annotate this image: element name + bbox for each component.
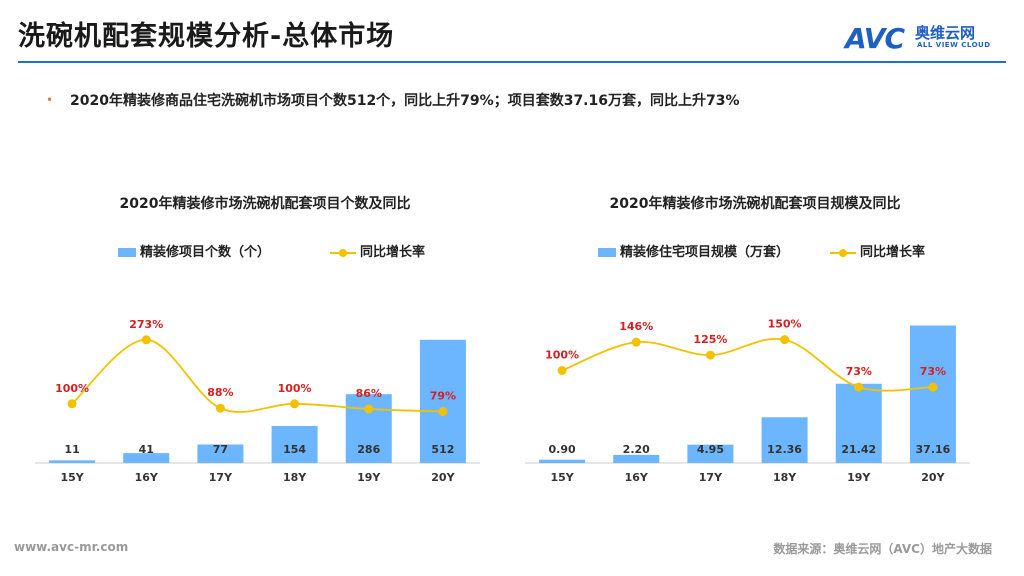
x-tick-label: 19Y xyxy=(357,471,381,484)
legend-bar-swatch xyxy=(598,248,616,257)
bar xyxy=(419,339,466,463)
logo-cn-text: 奥维云网 xyxy=(915,24,976,42)
growth-label: 150% xyxy=(768,318,802,331)
growth-point xyxy=(67,399,77,409)
legend-bar: 精装修项目个数（个） xyxy=(118,241,270,260)
title-divider xyxy=(18,61,1006,63)
bar-value-label: 77 xyxy=(213,443,228,456)
bar-value-label: 41 xyxy=(139,443,154,456)
growth-label: 125% xyxy=(693,333,727,346)
bar-value-label: 286 xyxy=(357,443,380,456)
bar-value-label: 37.16 xyxy=(916,443,951,456)
bar-value-label: 512 xyxy=(431,443,454,456)
chart-title: 2020年精装修市场洗碗机配套项目规模及同比 xyxy=(609,196,901,212)
bullet-icon: • xyxy=(46,93,54,107)
chart-project-scale: 2020年精装修市场洗碗机配套项目规模及同比 精装修住宅项目规模（万套） 同比增… xyxy=(520,185,990,495)
growth-label: 100% xyxy=(545,349,579,362)
growth-line xyxy=(561,337,933,392)
growth-point xyxy=(780,335,790,345)
growth-point xyxy=(290,399,300,409)
bar-value-label: 11 xyxy=(64,443,79,456)
bar xyxy=(539,459,586,463)
bar xyxy=(197,444,244,463)
growth-point xyxy=(705,350,715,360)
legend-line-swatch xyxy=(830,248,856,258)
growth-point xyxy=(215,403,225,413)
growth-label: 73% xyxy=(920,365,946,378)
chart-title: 2020年精装修市场洗碗机配套项目个数及同比 xyxy=(119,196,411,212)
legend-bar-label: 精装修住宅项目规模（万套） xyxy=(620,245,790,260)
x-tick-label: 20Y xyxy=(431,471,455,484)
footer-source: 数据来源：奥维云网（AVC）地产大数据 xyxy=(773,542,992,556)
x-tick-label: 16Y xyxy=(625,471,649,484)
page-title: 洗碗机配套规模分析-总体市场 xyxy=(18,21,395,52)
x-tick-label: 20Y xyxy=(921,471,945,484)
legend-bar-swatch xyxy=(118,248,136,257)
bar xyxy=(613,454,660,463)
growth-label: 86% xyxy=(356,387,382,400)
summary-text: 2020年精装修商品住宅洗碗机市场项目个数512个，同比上升79%；项目套数37… xyxy=(70,93,740,109)
growth-label: 88% xyxy=(207,386,233,399)
x-tick-label: 19Y xyxy=(847,471,871,484)
x-tick-label: 18Y xyxy=(773,471,797,484)
bar xyxy=(271,425,318,463)
bar-value-label: 12.36 xyxy=(767,443,802,456)
growth-label: 146% xyxy=(619,320,653,333)
logo-en-text: ALL VIEW CLOUD xyxy=(917,41,991,49)
bar xyxy=(123,453,170,463)
legend-line-swatch xyxy=(330,248,356,258)
x-tick-label: 17Y xyxy=(209,471,233,484)
bar-value-label: 4.95 xyxy=(697,443,724,456)
legend-line: 同比增长率 xyxy=(830,241,925,260)
bar xyxy=(49,460,96,463)
x-tick-label: 18Y xyxy=(283,471,307,484)
bar-value-label: 21.42 xyxy=(841,443,876,456)
legend-line: 同比增长率 xyxy=(330,241,425,260)
growth-point xyxy=(141,335,151,345)
growth-point xyxy=(557,366,567,375)
bar xyxy=(761,417,808,463)
avc-logo: AVC 奥维云网 ALL VIEW CLOUD xyxy=(845,22,1005,55)
growth-label: 100% xyxy=(55,382,89,395)
chart-plot: 11 15Y 41 16Y 77 17Y 154 18Y 286 19Y 512 20Y 100% 273… xyxy=(35,318,480,484)
growth-point xyxy=(631,337,641,347)
legend-line-label: 同比增长率 xyxy=(860,245,926,260)
growth-point xyxy=(854,382,864,392)
growth-label: 273% xyxy=(129,318,163,331)
chart-plot: 0.90 15Y 2.20 16Y 4.95 17Y 12.36 18Y 21.42 19Y 37.… xyxy=(525,318,970,484)
growth-label: 73% xyxy=(846,365,872,378)
bar xyxy=(835,383,882,463)
x-tick-label: 17Y xyxy=(699,471,723,484)
growth-point xyxy=(364,404,374,414)
growth-label: 79% xyxy=(430,390,456,403)
chart-project-count: 2020年精装修市场洗碗机配套项目个数及同比 精装修项目个数（个） 同比增长率 … xyxy=(30,185,500,495)
bar-value-label: 2.20 xyxy=(623,443,650,456)
x-tick-label: 15Y xyxy=(550,471,574,484)
bar-value-label: 154 xyxy=(283,443,306,456)
logo-mark: AVC xyxy=(845,22,905,55)
growth-point xyxy=(438,407,448,417)
bar-value-label: 0.90 xyxy=(549,443,576,456)
legend-bar-label: 精装修项目个数（个） xyxy=(140,245,271,260)
growth-point xyxy=(928,382,938,392)
bar xyxy=(909,325,956,463)
bar xyxy=(687,444,734,463)
footer-website: www.avc-mr.com xyxy=(14,540,129,554)
legend-line-label: 同比增长率 xyxy=(360,245,426,260)
x-tick-label: 15Y xyxy=(60,471,84,484)
growth-label: 100% xyxy=(278,382,312,395)
legend-bar: 精装修住宅项目规模（万套） xyxy=(598,241,789,260)
x-tick-label: 16Y xyxy=(135,471,159,484)
